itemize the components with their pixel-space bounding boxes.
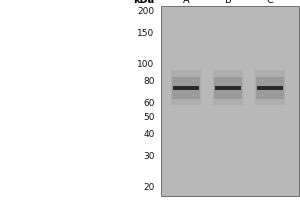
Bar [171, 70, 201, 105]
Text: C: C [267, 0, 273, 5]
Text: 150: 150 [137, 29, 154, 38]
Text: 60: 60 [143, 99, 154, 108]
Bar [255, 70, 285, 105]
Bar [172, 77, 200, 99]
Bar [215, 86, 241, 90]
Text: 30: 30 [143, 152, 154, 161]
Bar [173, 86, 199, 90]
Bar [256, 77, 284, 99]
Text: 50: 50 [143, 113, 154, 122]
Text: 40: 40 [143, 130, 154, 139]
Text: 100: 100 [137, 60, 154, 69]
Bar [213, 70, 243, 105]
Bar [214, 77, 242, 99]
Text: B: B [225, 0, 231, 5]
Text: A: A [183, 0, 189, 5]
Text: 200: 200 [137, 7, 154, 16]
Bar [257, 86, 283, 90]
Text: 80: 80 [143, 77, 154, 86]
Text: kDa: kDa [134, 0, 154, 5]
Text: 20: 20 [143, 183, 154, 192]
Bar [160, 6, 298, 196]
